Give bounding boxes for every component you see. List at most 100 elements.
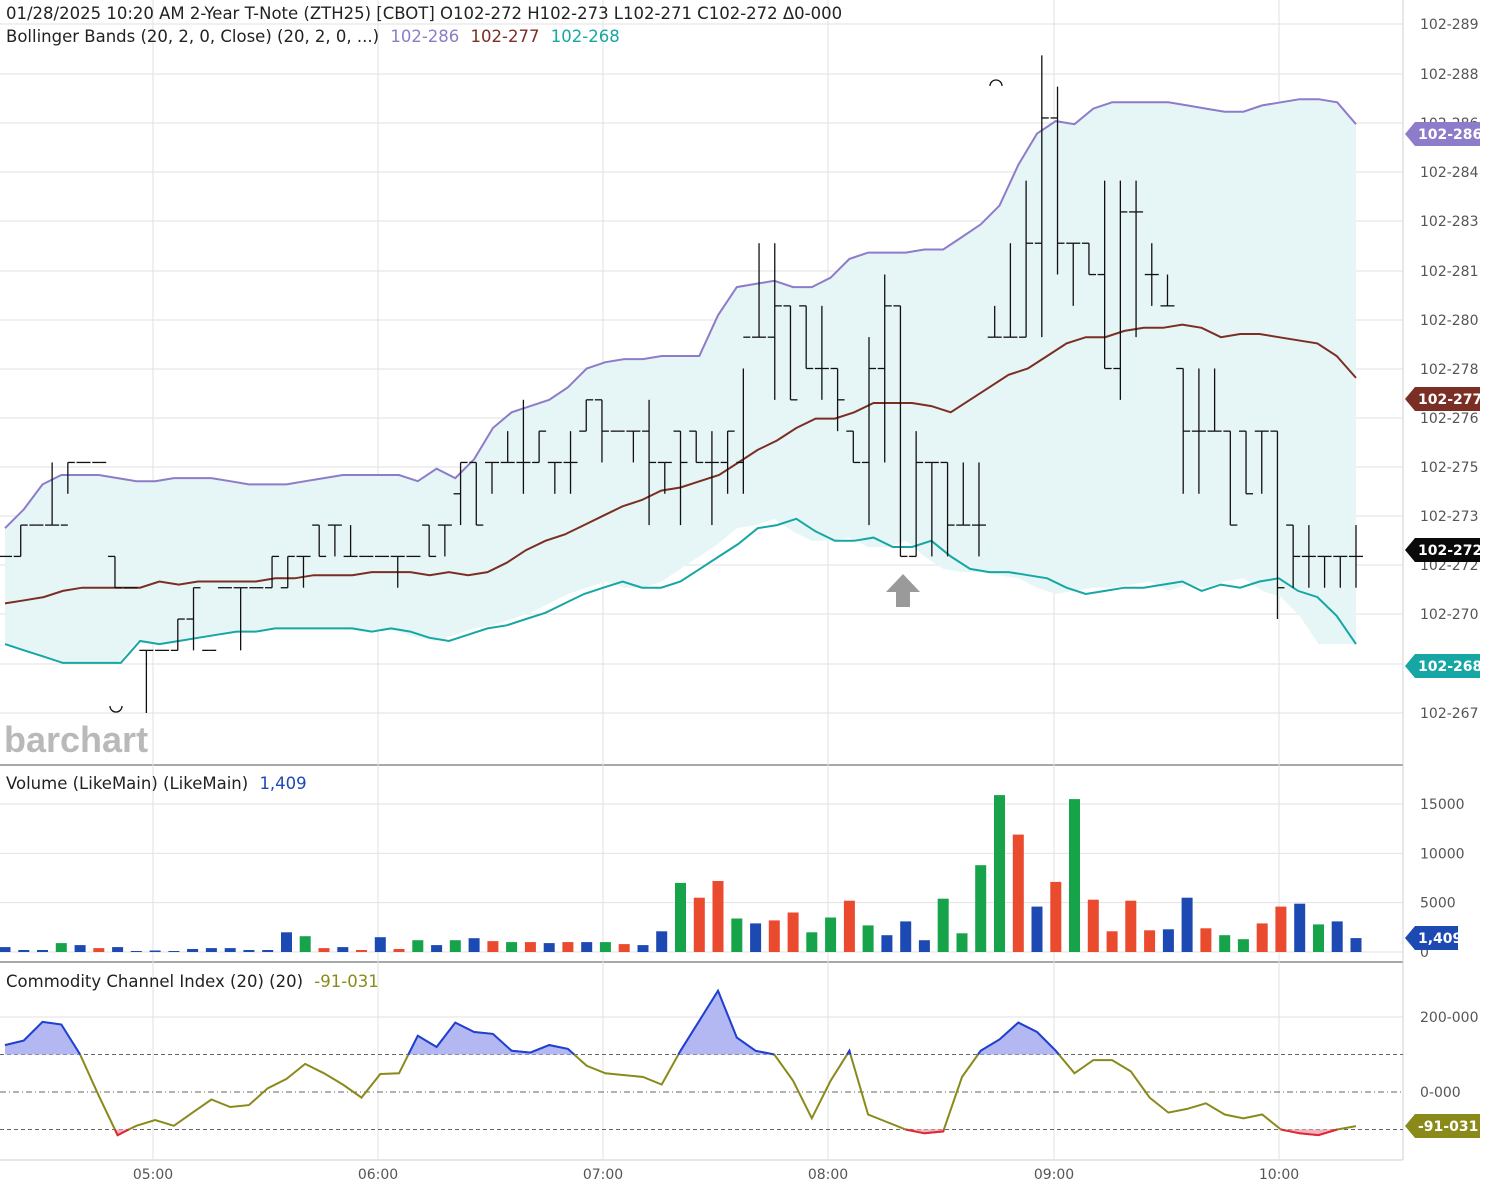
ohlc-bar — [830, 367, 845, 432]
volume-bar — [994, 795, 1005, 952]
volume-bar — [93, 948, 105, 952]
volume-bar — [1181, 897, 1193, 952]
volume-bar — [843, 900, 855, 952]
x-tick-label: 08:00 — [808, 1167, 848, 1183]
ohlc-bar — [924, 461, 939, 557]
volume-bar — [881, 935, 893, 952]
ohlc-bar — [799, 305, 814, 370]
volume-tick-label: 0 — [1420, 945, 1429, 961]
volume-bar — [393, 949, 405, 952]
ohlc-bar — [1066, 242, 1081, 306]
volume-bar — [768, 920, 780, 952]
volume-bar — [581, 942, 593, 952]
volume-bar — [506, 942, 518, 952]
volume-tick-label: 10000 — [1420, 846, 1465, 862]
volume-bar — [74, 945, 86, 952]
volume-bar — [130, 951, 142, 952]
ohlc-bar — [862, 337, 877, 526]
volume-bar — [712, 881, 724, 952]
price-tick-label: 102-288 — [1420, 67, 1479, 83]
volume-bar — [637, 945, 649, 952]
ohlc-bar — [893, 305, 908, 558]
volume-bar — [825, 917, 837, 952]
volume-bar — [1069, 799, 1080, 952]
volume-bar — [37, 950, 48, 952]
volume-bar — [374, 937, 386, 952]
volume-bar — [1313, 924, 1324, 952]
volume-header: Volume (LikeMain) (LikeMain) 1,409 — [6, 774, 307, 793]
bollinger-lower-value: 102-268 — [551, 27, 620, 46]
ohlc-bar — [767, 243, 782, 400]
ohlc-bar — [139, 649, 154, 713]
ohlc-bar — [1003, 243, 1018, 338]
tag-last-price-text: 102-272 — [1418, 543, 1482, 559]
bollinger-label: Bollinger Bands (20, 2, 0, Close) (20, 2… — [6, 27, 379, 46]
tag-bb-lower-text: 102-268 — [1418, 659, 1482, 675]
ohlc-bar — [626, 430, 641, 463]
volume-bar — [1331, 921, 1343, 952]
ohlc-bar — [1317, 555, 1332, 588]
ohlc-bar — [547, 461, 562, 494]
volume-bar — [1087, 899, 1099, 952]
cci-overbought-line — [977, 1021, 1060, 1056]
bollinger-mid-value: 102-277 — [471, 27, 540, 46]
tag-cci: -91-031 — [1405, 1114, 1480, 1138]
ohlc-bar — [484, 461, 499, 494]
ohlc-bar — [642, 399, 657, 526]
volume-bars-layer — [0, 795, 1362, 952]
ohlc-bar — [1207, 368, 1222, 432]
cci-overbought-line — [407, 1021, 575, 1056]
volume-bar — [1219, 935, 1231, 952]
price-tick-label: 102-278 — [1420, 362, 1479, 378]
x-tick-label: 07:00 — [583, 1167, 623, 1183]
ohlc-bar — [1081, 242, 1096, 276]
volume-bar — [243, 950, 255, 952]
tag-last-price: 102-272 — [1405, 538, 1482, 562]
volume-bar — [862, 925, 874, 952]
ohlc-bar — [673, 430, 688, 526]
ohlc-bar — [280, 555, 295, 589]
bollinger-band-layer — [4, 98, 1357, 664]
ohlc-bar — [1034, 55, 1049, 338]
price-tick-label: 102-289 — [1420, 17, 1479, 33]
tag-bb-mid-text: 102-277 — [1418, 392, 1482, 408]
bollinger-upper-value: 102-286 — [390, 27, 459, 46]
volume-bar — [1144, 930, 1156, 952]
high-marker — [989, 79, 1003, 87]
ohlc-bar — [1270, 430, 1285, 620]
ohlc-bar — [1333, 555, 1348, 588]
ohlc-bar — [186, 587, 201, 651]
ohlc-bar — [1113, 180, 1128, 400]
ohlc-bar — [343, 525, 358, 558]
cci-tick-label: 200-000 — [1420, 1010, 1479, 1026]
volume-bar — [487, 941, 499, 952]
ohlc-bar — [783, 305, 798, 401]
ohlc-bar — [1223, 430, 1238, 526]
ohlc-bar — [563, 431, 578, 494]
tag-bb-upper: 102-286 — [1405, 122, 1482, 146]
volume-bar — [918, 940, 930, 952]
ohlc-bar — [469, 461, 484, 526]
up-arrow-icon — [886, 574, 920, 607]
cci-tick-label: 0-000 — [1420, 1085, 1461, 1101]
volume-bar — [618, 944, 630, 952]
bollinger-band-fill — [5, 99, 1356, 663]
tag-volume-text: 1,409 — [1418, 931, 1462, 947]
volume-bar — [956, 933, 968, 952]
ohlc-bar — [1191, 368, 1206, 494]
ohlc-bar — [1097, 180, 1112, 370]
price-tick-label: 102-267 — [1420, 706, 1479, 722]
volume-bar — [937, 898, 949, 952]
volume-tick-label: 15000 — [1420, 797, 1465, 813]
price-tick-label: 102-275 — [1420, 460, 1479, 476]
ohlc-bar — [956, 462, 971, 526]
volume-bar — [1031, 906, 1043, 952]
ohlc-bar — [736, 336, 751, 494]
ohlc-bar — [422, 524, 437, 558]
x-tick-label: 09:00 — [1034, 1167, 1074, 1183]
cci-overbought-line — [677, 988, 775, 1056]
ohlc-bar — [170, 618, 185, 652]
volume-bar — [731, 918, 743, 952]
bollinger-lower-line — [4, 517, 1357, 664]
